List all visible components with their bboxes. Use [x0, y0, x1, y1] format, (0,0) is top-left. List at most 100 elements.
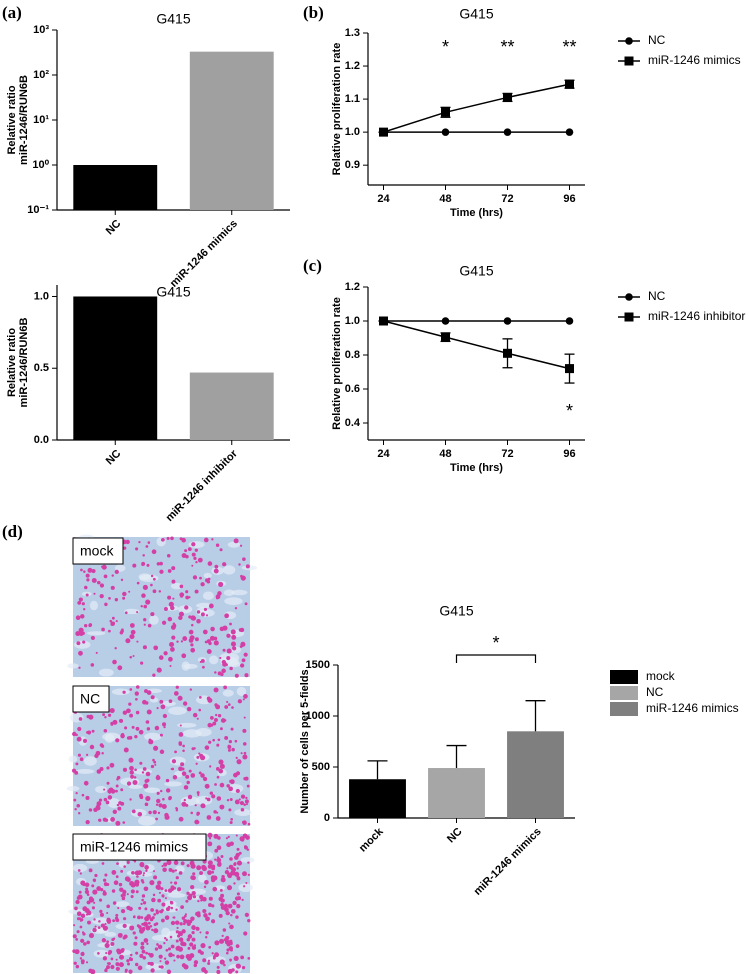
cell	[161, 620, 167, 625]
cell	[199, 894, 204, 900]
cell	[182, 636, 188, 642]
cell	[190, 643, 194, 647]
cell	[202, 896, 207, 902]
cell	[188, 629, 194, 635]
cell	[229, 924, 234, 930]
cell	[219, 804, 225, 810]
texture	[223, 589, 235, 596]
cell	[115, 875, 119, 879]
cell	[203, 537, 209, 543]
cell	[107, 795, 113, 800]
cell	[235, 944, 240, 949]
cell	[238, 798, 241, 801]
cell	[226, 784, 230, 788]
x-tick-label: 96	[563, 193, 575, 205]
cell	[175, 685, 179, 689]
cell	[129, 623, 135, 628]
cell	[175, 908, 178, 911]
cell	[202, 629, 208, 635]
cell	[240, 955, 245, 960]
texture	[222, 565, 236, 575]
cell	[220, 905, 226, 910]
cell	[155, 798, 161, 804]
cell	[110, 957, 114, 961]
cell	[115, 620, 118, 623]
bar	[189, 372, 274, 440]
cell	[150, 695, 155, 700]
cell	[180, 861, 185, 866]
cell	[168, 656, 173, 662]
cell	[173, 959, 176, 962]
cell	[85, 753, 89, 756]
panel-label: (d)	[2, 522, 23, 541]
cell	[84, 623, 88, 628]
cell	[186, 891, 190, 895]
cell	[129, 655, 133, 659]
cell	[179, 922, 183, 926]
cell	[112, 809, 118, 815]
cell	[144, 907, 148, 911]
cell	[196, 717, 199, 720]
cell	[180, 905, 185, 910]
cell	[147, 952, 151, 956]
cell	[147, 921, 151, 925]
cell	[83, 570, 86, 573]
panel-label: (c)	[303, 256, 322, 275]
cell	[129, 957, 132, 960]
cell	[83, 608, 86, 611]
marker	[503, 92, 512, 102]
cell	[107, 713, 112, 717]
cell	[151, 928, 154, 932]
cell	[244, 845, 248, 850]
cell	[86, 578, 90, 582]
texture	[241, 565, 258, 571]
texture	[124, 608, 140, 615]
cell	[170, 881, 173, 884]
x-tick-label: miR-1246 mimics	[472, 826, 544, 898]
x-tick-label: 96	[563, 448, 575, 460]
x-tick-label: NC	[445, 826, 465, 846]
x-tick-label: miR-1246 inhibitor	[164, 447, 241, 524]
cell	[185, 774, 190, 779]
texture	[214, 885, 226, 891]
cell	[154, 947, 159, 951]
cell	[192, 872, 196, 876]
cell	[190, 615, 196, 621]
cell	[203, 913, 208, 918]
cell	[154, 763, 157, 766]
texture	[68, 755, 78, 763]
cell	[208, 896, 213, 901]
cell	[200, 943, 206, 949]
cell	[219, 656, 222, 660]
cell	[206, 649, 212, 655]
cell	[151, 549, 157, 555]
cell	[229, 622, 232, 626]
cell	[235, 756, 238, 760]
cell	[198, 708, 202, 712]
cell	[229, 820, 233, 825]
texture	[174, 865, 185, 874]
legend-label: NC	[648, 289, 666, 303]
cell	[117, 665, 123, 671]
cell	[129, 713, 134, 718]
cell	[80, 568, 83, 572]
cell	[244, 602, 248, 606]
cell	[166, 860, 172, 866]
cell	[220, 877, 226, 883]
cell	[137, 925, 142, 929]
cell	[188, 638, 194, 643]
cell	[219, 938, 225, 944]
bar	[73, 165, 158, 210]
cell	[186, 706, 192, 712]
label-box	[72, 537, 124, 565]
cell	[115, 966, 120, 971]
cell	[211, 866, 216, 871]
cell	[204, 783, 210, 789]
cell	[215, 596, 219, 600]
cell	[218, 759, 224, 765]
texture	[238, 883, 253, 892]
cell	[189, 942, 194, 947]
cell	[225, 910, 230, 916]
cell	[173, 691, 179, 696]
cell	[166, 536, 170, 540]
